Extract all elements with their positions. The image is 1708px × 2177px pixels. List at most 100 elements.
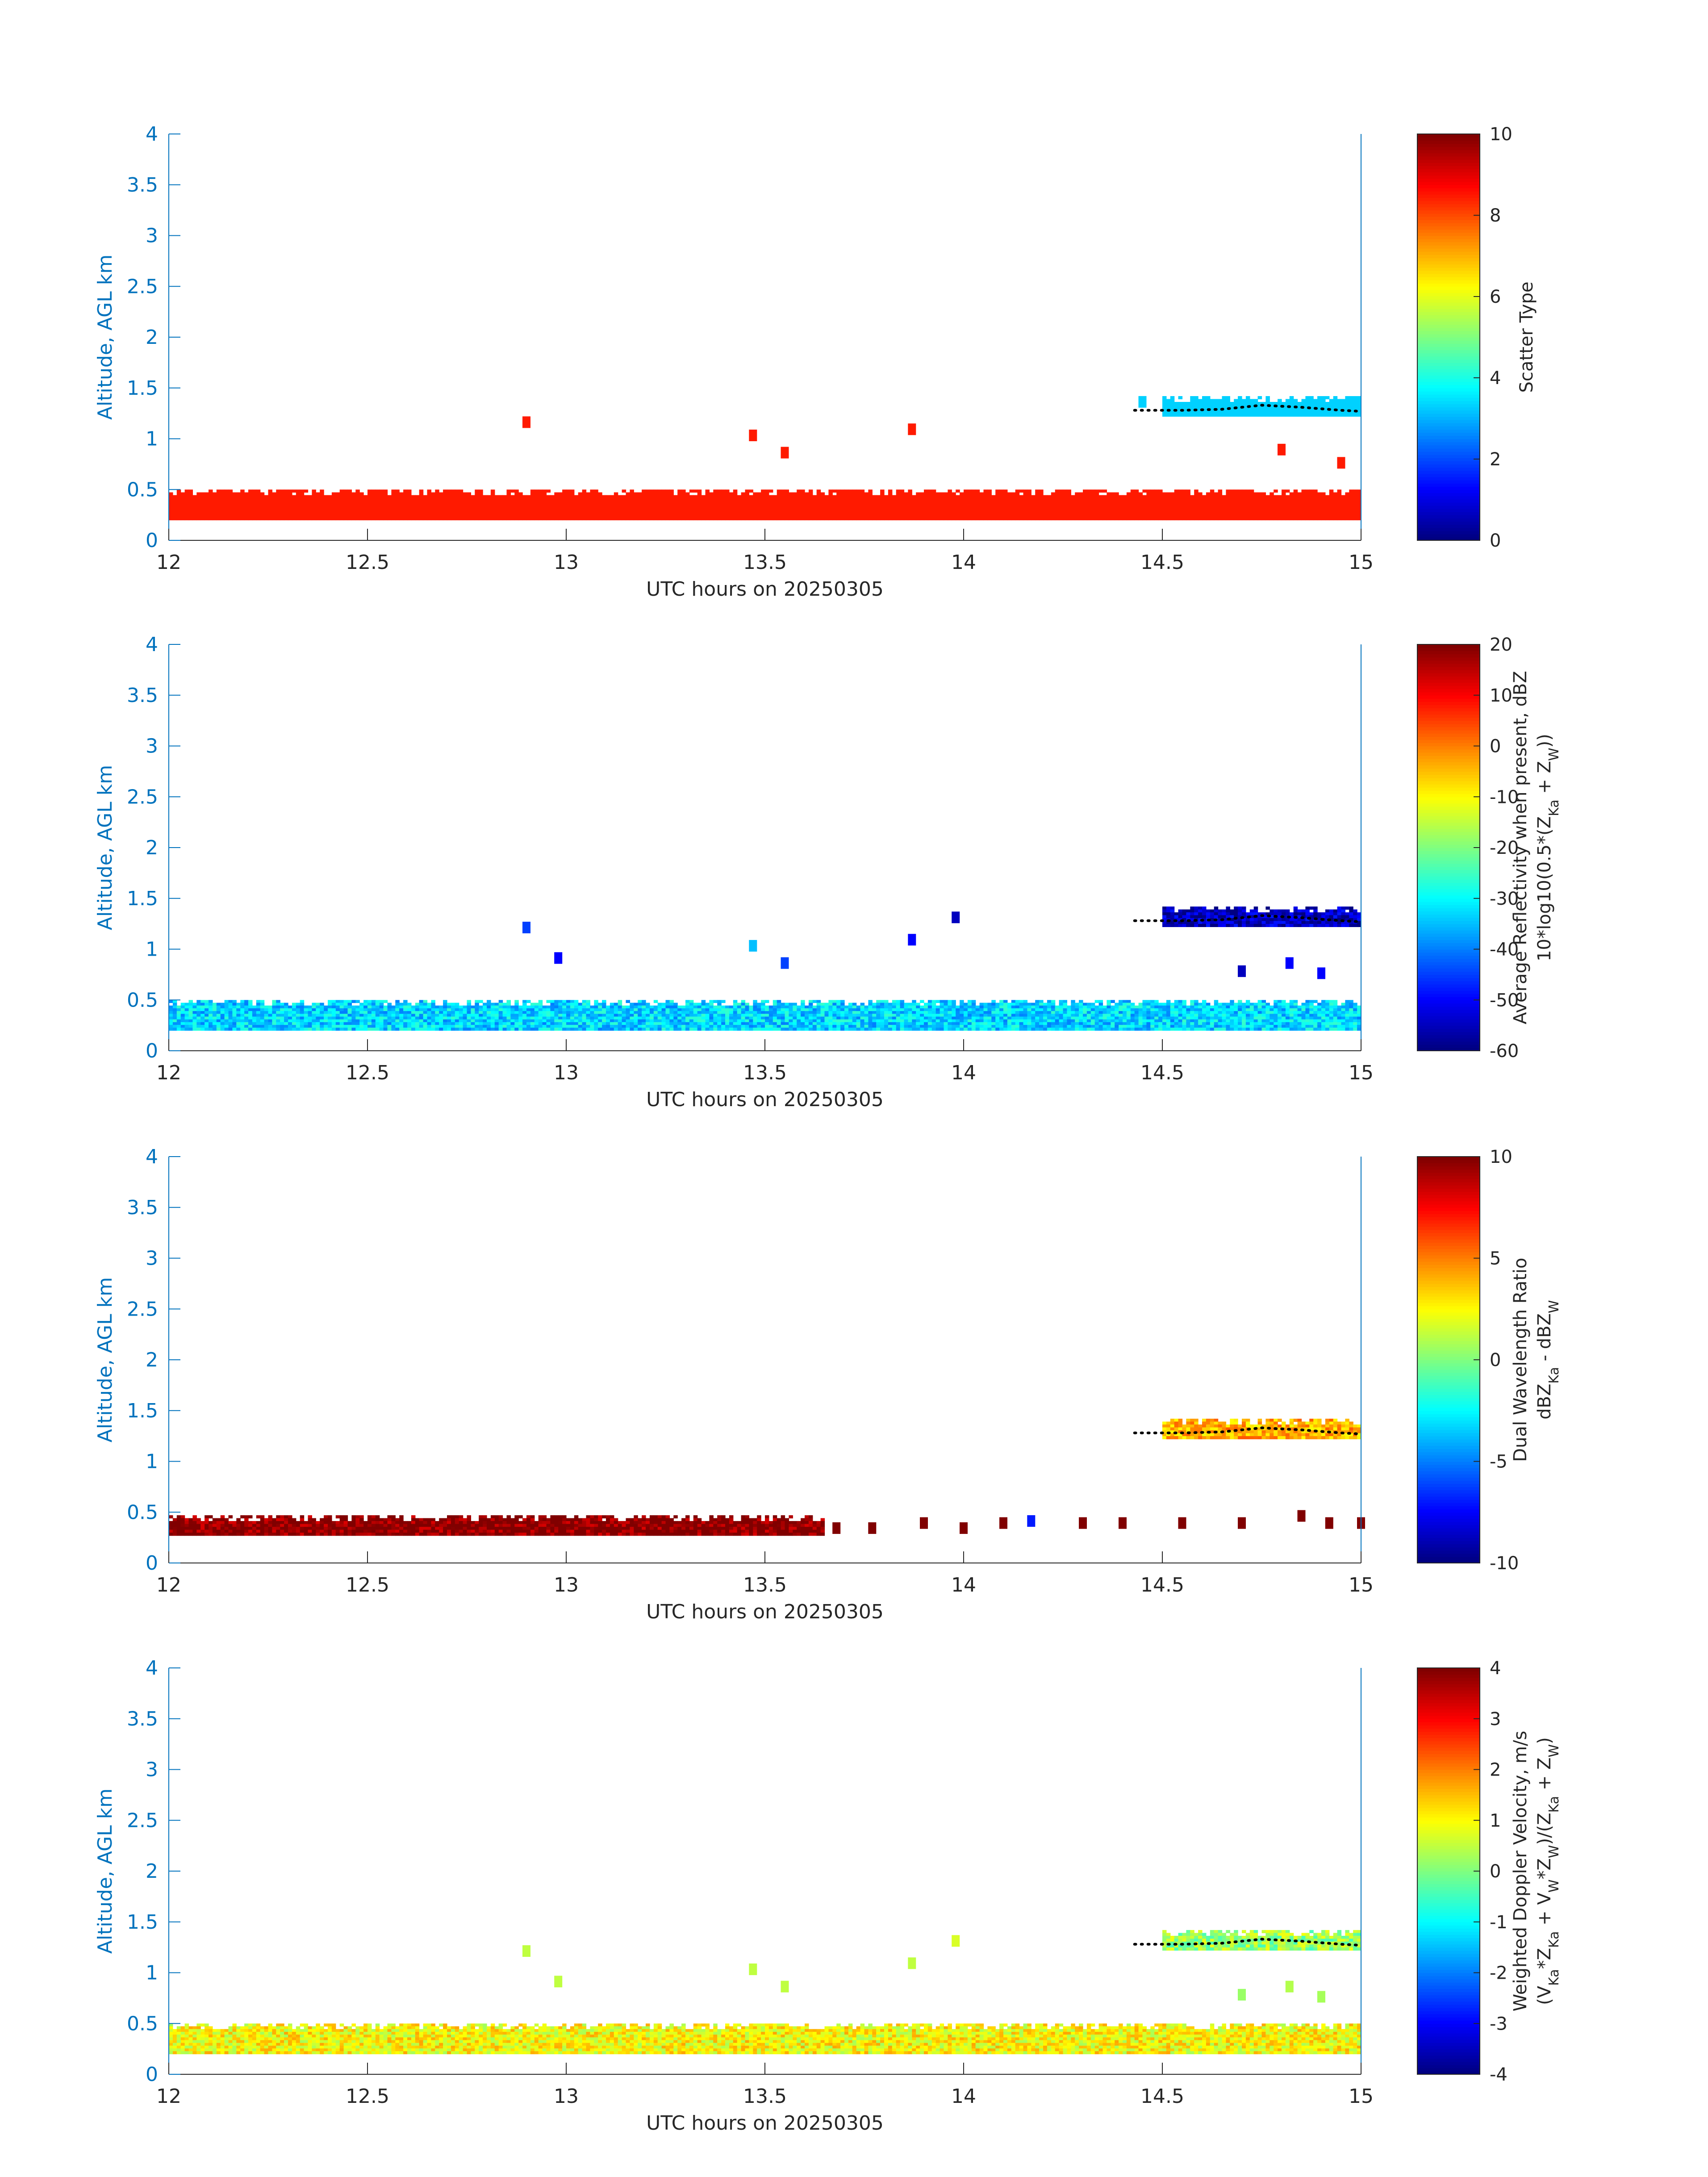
- colorbar-swatch: [1417, 309, 1480, 312]
- data-cell: [459, 517, 464, 521]
- data-cell: [292, 497, 296, 501]
- data-cell: [661, 514, 666, 518]
- data-cell: [737, 497, 742, 501]
- data-cell: [964, 497, 968, 501]
- data-cell: [673, 503, 678, 507]
- data-cell: [606, 1016, 610, 1020]
- data-cell: [252, 1008, 257, 1011]
- data-cell: [1043, 495, 1048, 498]
- data-cell: [379, 1019, 384, 1023]
- data-cell: [280, 509, 284, 512]
- data-cell: [216, 489, 221, 493]
- data-cell: [1210, 408, 1215, 411]
- data-cell: [626, 1005, 630, 1009]
- data-cell: [983, 506, 988, 510]
- data-cell: [443, 1003, 447, 1006]
- data-cell: [777, 492, 781, 496]
- data-cell: [550, 495, 555, 498]
- data-cell: [423, 511, 428, 515]
- data-cell: [236, 1016, 241, 1020]
- data-cell: [169, 1000, 173, 1003]
- data-cell: [1249, 517, 1254, 521]
- data-cell: [399, 1003, 404, 1006]
- data-cell: [232, 1019, 237, 1023]
- data-cell: [562, 1011, 567, 1014]
- data-cell: [280, 511, 284, 515]
- data-cell: [856, 503, 861, 507]
- data-cell: [618, 1000, 622, 1003]
- data-cell: [562, 517, 567, 521]
- data-cell: [192, 1019, 197, 1023]
- data-cell: [514, 1016, 519, 1020]
- data-cell: [351, 506, 356, 510]
- data-cell: [1067, 489, 1071, 493]
- data-cell: [594, 514, 598, 518]
- data-cell: [383, 489, 388, 493]
- data-cell: [745, 489, 749, 493]
- data-cell: [1107, 511, 1111, 515]
- data-cell: [673, 1011, 678, 1014]
- data-cell: [248, 1000, 253, 1003]
- data-cell: [661, 501, 666, 504]
- data-cell: [1063, 503, 1067, 507]
- data-cell: [355, 492, 360, 496]
- data-cell: [948, 503, 952, 507]
- data-cell: [1321, 497, 1326, 501]
- data-cell: [642, 1022, 646, 1025]
- data-cell: [419, 1025, 424, 1028]
- data-cell: [542, 492, 547, 496]
- data-cell: [665, 506, 670, 510]
- data-cell: [451, 1011, 455, 1014]
- data-patch: [749, 430, 757, 441]
- colorbar-swatch: [1417, 178, 1480, 182]
- data-cell: [1023, 509, 1027, 512]
- data-cell: [931, 511, 936, 515]
- data-cell: [697, 492, 702, 496]
- data-cell: [451, 511, 455, 515]
- data-cell: [665, 1011, 670, 1014]
- data-cell: [419, 506, 424, 510]
- data-cell: [264, 495, 269, 498]
- data-cell: [610, 1011, 614, 1014]
- data-cell: [1349, 402, 1353, 405]
- data-cell: [1278, 506, 1282, 510]
- data-cell: [1321, 402, 1326, 405]
- data-cell: [391, 1025, 396, 1028]
- data-cell: [1083, 514, 1087, 518]
- data-cell: [244, 492, 249, 496]
- data-cell: [196, 1025, 201, 1028]
- data-cell: [284, 1003, 288, 1006]
- data-cell: [848, 509, 853, 512]
- data-cell: [733, 514, 738, 518]
- data-cell: [188, 1008, 193, 1011]
- data-cell: [490, 1022, 495, 1025]
- data-cell: [1146, 501, 1151, 504]
- data-cell: [1270, 517, 1274, 521]
- data-cell: [407, 517, 412, 521]
- data-cell: [634, 492, 638, 496]
- data-cell: [176, 1028, 181, 1031]
- data-cell: [979, 506, 984, 510]
- data-cell: [224, 497, 229, 501]
- data-cell: [1282, 492, 1286, 496]
- data-cell: [268, 1028, 272, 1031]
- colorbar-swatch: [1417, 312, 1480, 316]
- data-cell: [423, 1003, 428, 1006]
- data-cell: [737, 501, 742, 504]
- data-cell: [908, 509, 912, 512]
- data-cell: [709, 517, 714, 521]
- data-cell: [205, 495, 209, 498]
- data-cell: [785, 495, 789, 498]
- data-cell: [558, 506, 563, 510]
- data-cell: [188, 503, 193, 507]
- data-cell: [1198, 503, 1203, 507]
- data-cell: [216, 1022, 221, 1025]
- data-cell: [737, 509, 742, 512]
- data-cell: [228, 497, 233, 501]
- data-cell: [884, 509, 889, 512]
- data-cell: [347, 1028, 352, 1031]
- colorbar-swatch: [1417, 451, 1480, 455]
- data-cell: [745, 497, 749, 501]
- data-cell: [931, 517, 936, 521]
- data-cell: [987, 514, 992, 518]
